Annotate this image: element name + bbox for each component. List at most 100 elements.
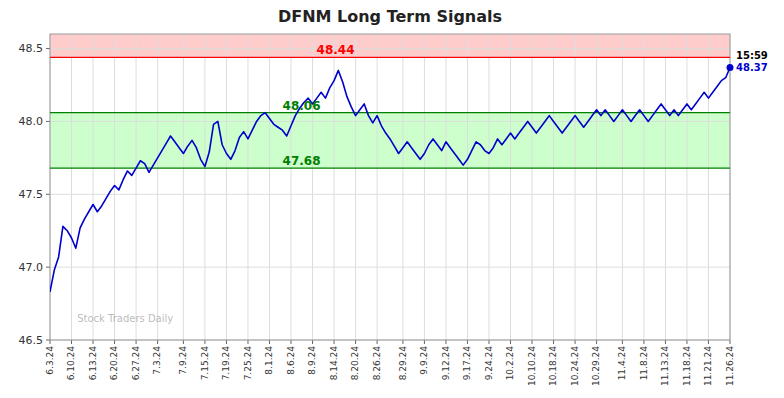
- x-tick: [488, 340, 489, 344]
- bands: [50, 34, 730, 168]
- x-grid-line: [269, 34, 270, 340]
- y-tick-label: 48.0: [19, 115, 44, 128]
- x-grid-line: [622, 34, 623, 340]
- hline: [50, 57, 730, 58]
- x-tick-label: 8.1.24: [264, 346, 274, 375]
- last-price-label: 48.37: [736, 62, 768, 73]
- x-grid-line: [488, 34, 489, 340]
- x-tick-label: 6.27.24: [131, 346, 141, 381]
- x-tick-label: 7.25.24: [243, 346, 253, 381]
- x-tick: [402, 340, 403, 344]
- x-tick-label: 8.6.24: [286, 346, 296, 375]
- x-grid-line: [424, 34, 425, 340]
- x-tick: [553, 340, 554, 344]
- x-tick-label: 9.9.24: [419, 346, 429, 375]
- grid: [50, 34, 730, 340]
- x-tick-label: 10.2.24: [505, 346, 515, 381]
- y-tick: [46, 194, 50, 195]
- x-tick: [730, 340, 731, 344]
- x-grid-line: [312, 34, 313, 340]
- x-grid-line: [686, 34, 687, 340]
- x-tick-label: 10.18.24: [548, 346, 558, 386]
- axes: 46.547.047.548.048.56.3.246.10.246.13.24…: [19, 34, 735, 386]
- last-point: [727, 64, 734, 71]
- x-tick-label: 9.24.24: [484, 346, 494, 381]
- x-tick: [334, 340, 335, 344]
- x-tick-label: 7.19.24: [221, 346, 231, 381]
- chart: 46.547.047.548.048.56.3.246.10.246.13.24…: [0, 0, 784, 398]
- x-grid-line: [226, 34, 227, 340]
- y-grid-line: [50, 194, 730, 195]
- x-tick: [686, 340, 687, 344]
- x-tick-label: 6.3.24: [45, 346, 55, 375]
- x-tick: [532, 340, 533, 344]
- x-tick-label: 11.4.24: [617, 346, 627, 381]
- x-tick: [114, 340, 115, 344]
- y-grid-line: [50, 48, 730, 49]
- x-tick: [445, 340, 446, 344]
- y-tick: [46, 121, 50, 122]
- x-tick: [50, 340, 51, 344]
- x-grid-line: [575, 34, 576, 340]
- x-tick-label: 10.10.24: [527, 346, 537, 386]
- hlines: [50, 57, 730, 168]
- y-tick-label: 48.5: [19, 42, 44, 55]
- x-tick-label: 11.13.24: [660, 346, 670, 386]
- x-tick: [247, 340, 248, 344]
- x-tick: [622, 340, 623, 344]
- y-tick: [46, 48, 50, 49]
- x-tick-label: 8.14.24: [329, 346, 339, 381]
- x-tick: [596, 340, 597, 344]
- x-tick-label: 8.20.24: [350, 346, 360, 381]
- price-line: [50, 68, 730, 292]
- x-grid-line: [467, 34, 468, 340]
- title: DFNM Long Term Signals: [278, 7, 502, 26]
- hline-label: 48.06: [283, 99, 321, 113]
- x-tick-label: 11.21.24: [703, 346, 713, 386]
- x-tick: [136, 340, 137, 344]
- x-tick-label: 11.26.24: [725, 346, 735, 386]
- x-tick: [708, 340, 709, 344]
- x-grid-line: [71, 34, 72, 340]
- y-tick: [46, 267, 50, 268]
- x-tick-label: 7.15.24: [200, 346, 210, 381]
- x-tick-label: 11.8.24: [639, 346, 649, 381]
- hline: [50, 112, 730, 113]
- x-grid-line: [157, 34, 158, 340]
- x-grid-line: [532, 34, 533, 340]
- x-tick: [71, 340, 72, 344]
- y-tick-label: 47.0: [19, 261, 44, 274]
- x-tick: [665, 340, 666, 344]
- x-tick-label: 6.20.24: [109, 346, 119, 381]
- x-grid-line: [355, 34, 356, 340]
- x-grid-line: [402, 34, 403, 340]
- x-tick-label: 8.9.24: [307, 346, 317, 375]
- x-tick: [93, 340, 94, 344]
- x-tick: [377, 340, 378, 344]
- x-tick: [643, 340, 644, 344]
- x-tick: [424, 340, 425, 344]
- hline-label: 48.44: [317, 43, 355, 57]
- x-tick-label: 6.13.24: [88, 346, 98, 381]
- x-grid-line: [247, 34, 248, 340]
- x-tick-label: 10.24.24: [570, 346, 580, 386]
- x-tick: [575, 340, 576, 344]
- x-tick: [312, 340, 313, 344]
- x-grid-line: [445, 34, 446, 340]
- x-grid-line: [93, 34, 94, 340]
- x-grid-line: [204, 34, 205, 340]
- x-tick: [510, 340, 511, 344]
- x-tick-label: 8.29.24: [398, 346, 408, 381]
- x-tick-label: 7.3.24: [152, 346, 162, 375]
- x-grid-line: [643, 34, 644, 340]
- series: [50, 68, 730, 292]
- y-tick-label: 47.5: [19, 188, 44, 201]
- y-grid-line: [50, 121, 730, 122]
- x-grid-line: [596, 34, 597, 340]
- y-grid-line: [50, 267, 730, 268]
- x-tick-label: 9.12.24: [441, 346, 451, 381]
- x-tick-label: 11.18.24: [682, 346, 692, 386]
- hline-label: 47.68: [283, 154, 321, 168]
- x-tick: [467, 340, 468, 344]
- x-grid-line: [708, 34, 709, 340]
